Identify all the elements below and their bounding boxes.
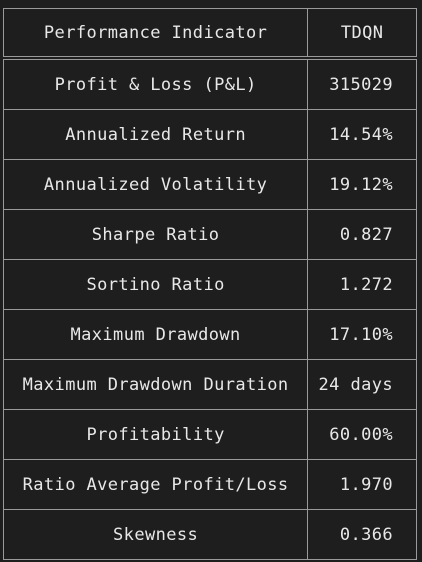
table-row: Maximum Drawdown 17.10%	[2, 309, 417, 360]
indicator-label: Profit & Loss (P&L)	[2, 57, 309, 110]
indicator-label: Annualized Return	[2, 109, 309, 160]
table-row: Annualized Volatility 19.12%	[2, 159, 417, 210]
table-row: Annualized Return 14.54%	[2, 109, 417, 160]
indicator-label: Maximum Drawdown Duration	[2, 359, 309, 410]
table-row: Sortino Ratio 1.272	[2, 259, 417, 310]
indicator-value: 1.272	[307, 259, 417, 310]
indicator-value: 17.10%	[307, 309, 417, 360]
indicator-value: 60.00%	[307, 409, 417, 460]
performance-table: Performance Indicator TDQN Profit & Loss…	[2, 8, 417, 562]
header-indicator: Performance Indicator	[2, 8, 309, 60]
indicator-label: Profitability	[2, 409, 309, 460]
indicator-value: 19.12%	[307, 159, 417, 210]
table-row: Sharpe Ratio 0.827	[2, 209, 417, 260]
indicator-value: 0.827	[307, 209, 417, 260]
table-row: Profitability 60.00%	[2, 409, 417, 460]
table-row: Skewness 0.366	[2, 509, 417, 562]
table-row: Profit & Loss (P&L) 315029	[2, 57, 417, 110]
indicator-label: Ratio Average Profit/Loss	[2, 459, 309, 510]
indicator-value: 24 days	[307, 359, 417, 410]
indicator-label: Sortino Ratio	[2, 259, 309, 310]
header-tdqn: TDQN	[307, 8, 417, 60]
header-row: Performance Indicator TDQN	[2, 8, 417, 60]
indicator-label: Annualized Volatility	[2, 159, 309, 210]
table-body: Profit & Loss (P&L) 315029 Annualized Re…	[2, 57, 417, 562]
indicator-value: 1.970	[307, 459, 417, 510]
indicator-label: Maximum Drawdown	[2, 309, 309, 360]
indicator-value: 315029	[307, 57, 417, 110]
indicator-label: Skewness	[2, 509, 309, 562]
table-header: Performance Indicator TDQN	[2, 8, 417, 60]
indicator-value: 0.366	[307, 509, 417, 562]
indicator-value: 14.54%	[307, 109, 417, 160]
table-row: Ratio Average Profit/Loss 1.970	[2, 459, 417, 510]
indicator-label: Sharpe Ratio	[2, 209, 309, 260]
table-row: Maximum Drawdown Duration 24 days	[2, 359, 417, 410]
